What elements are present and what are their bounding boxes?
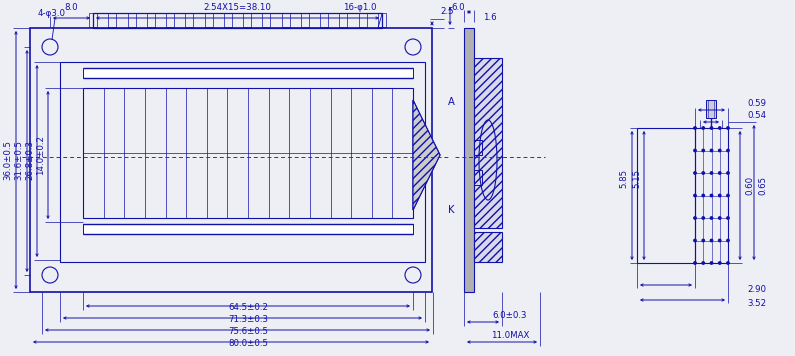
Text: 0.60: 0.60 xyxy=(745,176,754,195)
Text: 2.5: 2.5 xyxy=(440,7,454,16)
Circle shape xyxy=(710,217,712,219)
Circle shape xyxy=(702,127,704,129)
Text: 16-φ1.0: 16-φ1.0 xyxy=(343,4,377,12)
Circle shape xyxy=(694,149,696,152)
Text: K: K xyxy=(448,205,455,215)
Circle shape xyxy=(702,217,704,219)
Text: 1.6: 1.6 xyxy=(483,14,497,22)
Bar xyxy=(93,13,382,28)
Text: 3.52: 3.52 xyxy=(747,299,766,309)
Text: 8.0: 8.0 xyxy=(64,4,78,12)
Circle shape xyxy=(694,217,696,219)
Bar xyxy=(474,58,502,228)
Text: 75.6±0.5: 75.6±0.5 xyxy=(228,328,268,336)
Text: 11.0MAX: 11.0MAX xyxy=(491,330,529,340)
Text: A: A xyxy=(448,97,455,107)
Text: 6.0: 6.0 xyxy=(452,4,465,12)
Circle shape xyxy=(727,127,729,129)
Circle shape xyxy=(710,149,712,152)
Circle shape xyxy=(727,217,729,219)
Bar xyxy=(339,13,347,27)
Circle shape xyxy=(719,194,721,197)
Text: 71.3±0.3: 71.3±0.3 xyxy=(228,315,268,325)
Text: 0.54: 0.54 xyxy=(747,111,766,120)
Bar xyxy=(637,128,695,263)
Text: 4-φ3.0: 4-φ3.0 xyxy=(38,10,66,19)
Circle shape xyxy=(719,127,721,129)
Text: 0.65: 0.65 xyxy=(758,176,767,195)
Text: 14.0±0.2: 14.0±0.2 xyxy=(37,135,45,175)
Bar xyxy=(359,13,366,27)
Circle shape xyxy=(710,239,712,242)
Circle shape xyxy=(727,149,729,152)
Circle shape xyxy=(719,217,721,219)
Bar xyxy=(185,13,193,27)
Bar xyxy=(243,13,251,27)
Circle shape xyxy=(702,262,704,264)
Circle shape xyxy=(702,239,704,242)
Bar xyxy=(281,13,289,27)
Bar xyxy=(83,88,413,218)
Bar xyxy=(706,100,716,118)
Bar xyxy=(30,28,432,292)
Bar xyxy=(474,232,502,262)
Circle shape xyxy=(694,172,696,174)
Circle shape xyxy=(694,239,696,242)
Text: 2.54X15=38.10: 2.54X15=38.10 xyxy=(203,4,271,12)
Bar xyxy=(83,224,413,234)
Circle shape xyxy=(694,194,696,197)
Circle shape xyxy=(719,262,721,264)
Bar xyxy=(695,128,728,263)
Bar xyxy=(89,13,97,27)
Bar xyxy=(474,140,482,155)
Polygon shape xyxy=(413,100,440,210)
Circle shape xyxy=(702,172,704,174)
Bar xyxy=(474,170,482,185)
Text: 2.90: 2.90 xyxy=(747,286,766,294)
Circle shape xyxy=(694,127,696,129)
Bar xyxy=(166,13,174,27)
Circle shape xyxy=(710,262,712,264)
Circle shape xyxy=(727,172,729,174)
Circle shape xyxy=(719,239,721,242)
Text: 5.15: 5.15 xyxy=(632,168,641,188)
Text: 36.0±0.5: 36.0±0.5 xyxy=(3,140,13,180)
Bar xyxy=(224,13,232,27)
Text: 0.59: 0.59 xyxy=(747,99,766,109)
Bar xyxy=(147,13,155,27)
Bar xyxy=(378,13,386,27)
Circle shape xyxy=(710,127,712,129)
Bar xyxy=(262,13,270,27)
Circle shape xyxy=(719,172,721,174)
Text: 26.8±0.3: 26.8±0.3 xyxy=(25,140,34,180)
Text: 6.0±0.3: 6.0±0.3 xyxy=(493,310,527,319)
Circle shape xyxy=(710,194,712,197)
Text: 5.85: 5.85 xyxy=(619,168,628,188)
Circle shape xyxy=(727,262,729,264)
Circle shape xyxy=(727,239,729,242)
Circle shape xyxy=(702,194,704,197)
Bar xyxy=(108,13,116,27)
Bar xyxy=(204,13,212,27)
Bar xyxy=(83,68,413,78)
Text: 64.5±0.2: 64.5±0.2 xyxy=(228,304,268,313)
Bar xyxy=(320,13,328,27)
Circle shape xyxy=(702,149,704,152)
Bar xyxy=(127,13,135,27)
Circle shape xyxy=(719,149,721,152)
Bar xyxy=(301,13,309,27)
Bar xyxy=(464,28,474,292)
Circle shape xyxy=(694,262,696,264)
Text: 80.0±0.5: 80.0±0.5 xyxy=(228,340,268,349)
Circle shape xyxy=(727,194,729,197)
Bar xyxy=(60,62,425,262)
Text: 31.6±0.5: 31.6±0.5 xyxy=(14,140,24,180)
Circle shape xyxy=(710,172,712,174)
